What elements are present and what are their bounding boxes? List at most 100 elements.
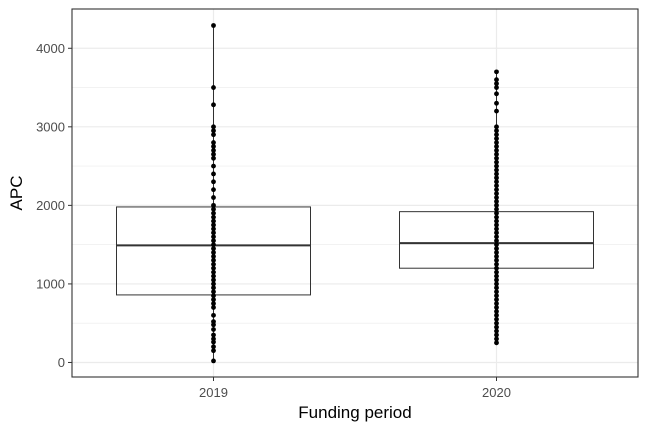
y-tick-label: 1000 (36, 276, 65, 291)
data-point (494, 328, 499, 334)
data-point (211, 257, 216, 263)
data-point (494, 218, 499, 224)
data-point (211, 246, 216, 251)
data-point (211, 230, 216, 236)
box-layer (116, 206, 594, 296)
data-point (211, 171, 216, 177)
data-point (211, 254, 216, 259)
data-point (494, 297, 499, 303)
data-point (494, 269, 499, 275)
data-point (211, 332, 216, 338)
grid-lines (72, 9, 638, 377)
data-point (494, 144, 499, 149)
data-point (211, 23, 216, 28)
y-tick-label: 3000 (36, 119, 65, 134)
data-point (494, 261, 499, 267)
data-point (494, 183, 499, 189)
data-point (211, 195, 216, 200)
data-point (211, 265, 216, 271)
data-point (494, 320, 499, 326)
data-point (494, 69, 499, 75)
data-point (211, 289, 216, 295)
data-point (494, 289, 499, 295)
data-point (211, 312, 216, 318)
data-point (494, 293, 499, 299)
data-point (211, 238, 216, 244)
data-point (211, 285, 216, 291)
data-point (494, 305, 499, 310)
data-point (494, 234, 499, 240)
data-points (211, 23, 499, 364)
data-point (211, 234, 216, 240)
data-point (494, 309, 499, 314)
data-point (494, 195, 499, 200)
data-point (494, 81, 499, 87)
data-point (211, 226, 216, 232)
data-point (494, 140, 499, 145)
data-point (494, 171, 499, 177)
data-point (211, 336, 216, 342)
data-point (494, 147, 499, 153)
data-point (211, 140, 216, 145)
data-point (211, 305, 216, 310)
data-point (494, 163, 499, 169)
data-point (211, 144, 216, 149)
data-point (494, 277, 499, 283)
y-tick-label: 4000 (36, 41, 65, 56)
y-axis: 0 1000 2000 3000 4000 (36, 41, 72, 370)
data-point (494, 202, 499, 208)
data-point (211, 348, 216, 354)
data-point (494, 238, 499, 244)
x-tick-label: 2019 (199, 385, 228, 400)
y-tick-label: 2000 (36, 198, 65, 213)
data-point (494, 254, 499, 259)
data-point (211, 132, 216, 138)
x-axis-title: Funding period (298, 403, 411, 422)
data-point (211, 273, 216, 279)
data-point (494, 324, 499, 330)
data-point (494, 199, 499, 204)
data-point (494, 108, 499, 114)
plot-panel-border (71, 8, 639, 378)
data-point (494, 175, 499, 181)
data-point (494, 301, 499, 306)
data-point (494, 191, 499, 196)
data-point (211, 293, 216, 299)
data-point (494, 226, 499, 232)
data-point (494, 91, 499, 97)
data-point (211, 85, 216, 90)
data-point (211, 218, 216, 224)
data-point (494, 250, 499, 255)
data-point (211, 281, 216, 287)
data-point (211, 206, 216, 212)
data-point (494, 132, 499, 138)
data-point (494, 273, 499, 279)
data-point (494, 246, 499, 251)
data-point (494, 340, 499, 346)
y-tick-label: 0 (58, 355, 65, 370)
data-point (494, 230, 499, 236)
data-point (211, 297, 216, 303)
data-point (494, 179, 499, 185)
data-point (211, 128, 216, 134)
data-point (211, 202, 216, 208)
data-point (494, 77, 499, 83)
data-point (211, 155, 216, 161)
data-point (494, 285, 499, 291)
data-point (494, 265, 499, 271)
data-point (211, 327, 216, 332)
data-point (211, 147, 216, 153)
data-point (494, 206, 499, 212)
data-point (494, 136, 499, 142)
data-point (494, 214, 499, 220)
data-point (494, 151, 499, 157)
data-point (494, 155, 499, 161)
data-point (211, 222, 216, 228)
data-point (494, 336, 499, 342)
data-point (211, 242, 216, 248)
data-point (211, 358, 216, 364)
data-point (211, 179, 216, 185)
data-point (494, 124, 499, 130)
data-point (494, 312, 499, 318)
